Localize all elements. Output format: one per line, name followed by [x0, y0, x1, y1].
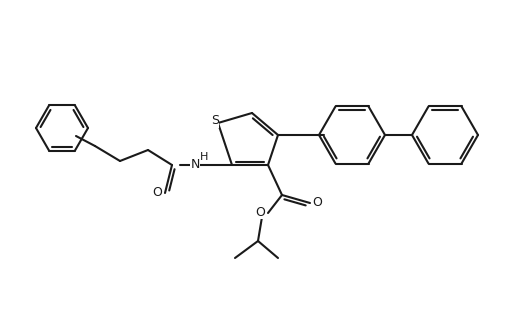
- Text: H: H: [200, 152, 208, 162]
- Text: S: S: [211, 115, 219, 127]
- Text: O: O: [312, 196, 322, 208]
- Text: O: O: [152, 186, 162, 198]
- Text: N: N: [190, 157, 200, 171]
- Text: O: O: [255, 206, 265, 218]
